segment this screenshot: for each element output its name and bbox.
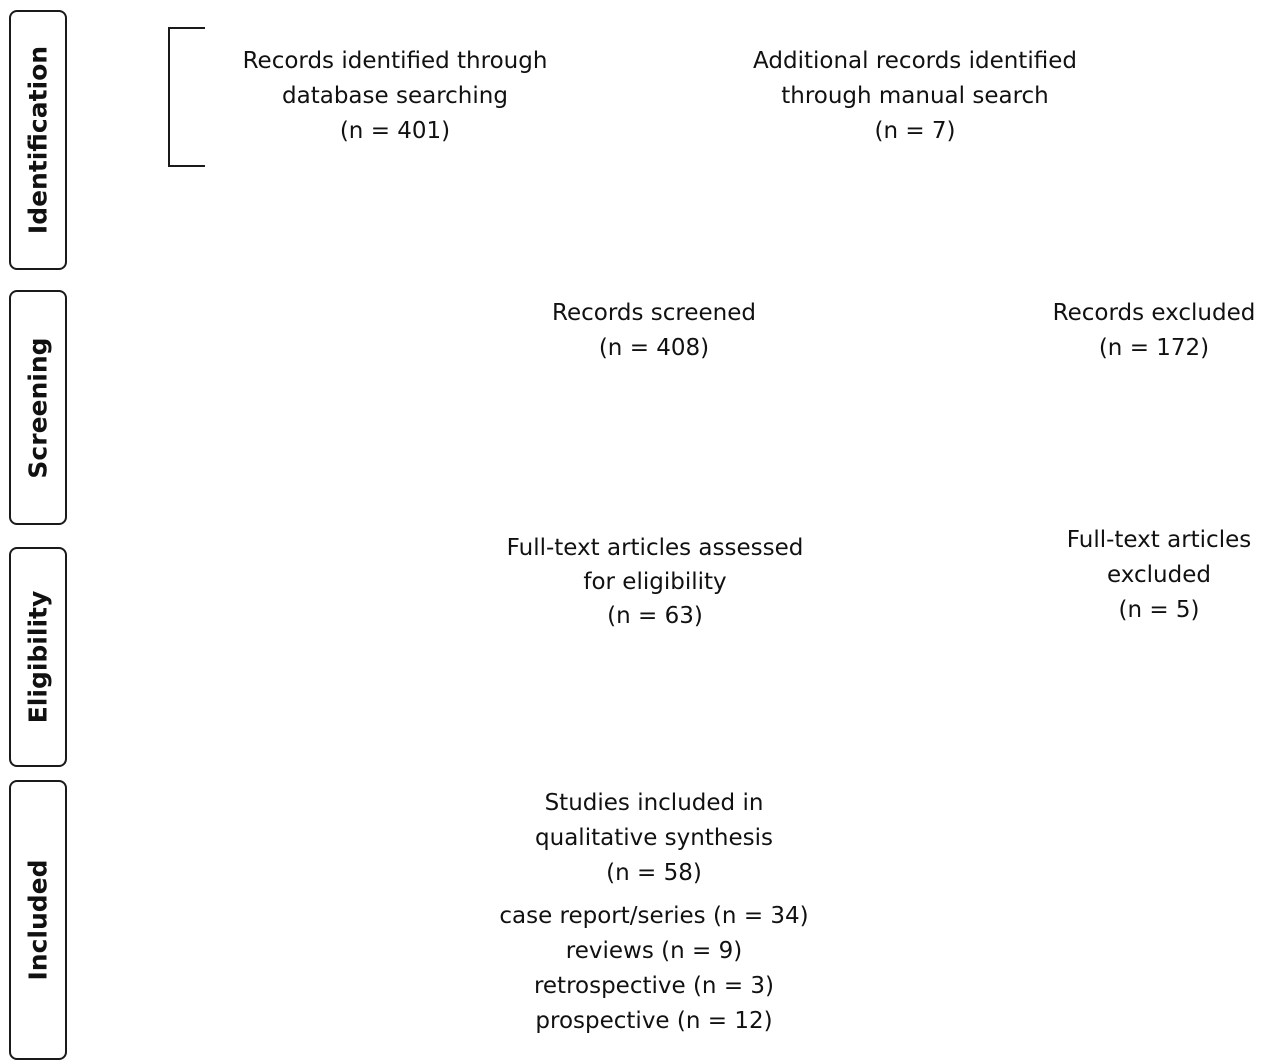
node-excluded-count: (n = 172) — [1098, 335, 1210, 361]
node-fulltext-assessed-line1: Full-text articles assessed — [506, 535, 804, 561]
stage-screening: Screening — [9, 290, 67, 525]
node-excluded-line1: Records excluded — [1052, 300, 1256, 326]
node-database-count: (n = 401) — [339, 118, 451, 144]
node-database-line2: database searching — [282, 83, 508, 109]
node-screened-line1: Records screened — [552, 300, 756, 326]
node-records-screened: Records screened (n = 408) — [552, 296, 756, 366]
node-included-line1: Studies included in — [544, 790, 764, 816]
stage-eligibility-label: Eligibility — [23, 590, 53, 724]
node-fulltext-excluded: Full-text articles excluded (n = 5) — [1067, 523, 1251, 628]
node-fulltext-assessed-count: (n = 63) — [607, 603, 703, 629]
stage-eligibility: Eligibility — [9, 547, 67, 767]
node-fulltext-excluded-count: (n = 5) — [1118, 597, 1200, 623]
node-screened-count: (n = 408) — [598, 335, 710, 361]
identification-bracket — [168, 27, 205, 167]
node-studies-included: Studies included in qualitative synthesi… — [535, 786, 773, 891]
node-database-line1: Records identified through — [242, 48, 548, 74]
stage-included-label: Included — [23, 859, 53, 981]
stage-identification: Identification — [9, 10, 67, 270]
breakdown-retrospective: retrospective (n = 3) — [533, 973, 775, 999]
node-fulltext-excluded-line2: excluded — [1107, 562, 1211, 588]
stage-identification-label: Identification — [23, 45, 53, 235]
breakdown-prospective: prospective (n = 12) — [535, 1008, 773, 1034]
node-included-line2: qualitative synthesis — [535, 825, 773, 851]
node-manual-count: (n = 7) — [874, 118, 956, 144]
node-fulltext-excluded-line1: Full-text articles — [1066, 527, 1252, 553]
node-database-records: Records identified through database sear… — [243, 44, 548, 149]
node-manual-line2: through manual search — [781, 83, 1049, 109]
node-manual-line1: Additional records identified — [753, 48, 1077, 74]
node-fulltext-assessed: Full-text articles assessed for eligibil… — [507, 531, 804, 633]
stage-included: Included — [9, 780, 67, 1060]
node-manual-records: Additional records identified through ma… — [753, 44, 1077, 149]
breakdown-reviews: reviews (n = 9) — [565, 938, 743, 964]
breakdown-case-reports: case report/series (n = 34) — [499, 903, 809, 929]
node-fulltext-assessed-line2: for eligibility — [583, 569, 727, 595]
node-included-breakdown: case report/series (n = 34) reviews (n =… — [499, 899, 808, 1039]
node-included-count: (n = 58) — [606, 860, 702, 886]
node-records-excluded: Records excluded (n = 172) — [1053, 296, 1256, 366]
stage-screening-label: Screening — [23, 336, 53, 479]
